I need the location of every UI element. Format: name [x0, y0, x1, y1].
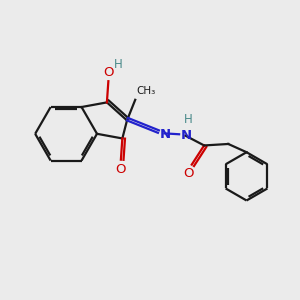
- Text: O: O: [103, 66, 114, 79]
- Text: O: O: [116, 163, 126, 176]
- Text: O: O: [184, 167, 194, 180]
- Text: H: H: [184, 113, 193, 126]
- Text: CH₃: CH₃: [137, 86, 156, 96]
- Text: N: N: [160, 128, 171, 141]
- Text: N: N: [181, 129, 192, 142]
- Text: H: H: [113, 58, 122, 71]
